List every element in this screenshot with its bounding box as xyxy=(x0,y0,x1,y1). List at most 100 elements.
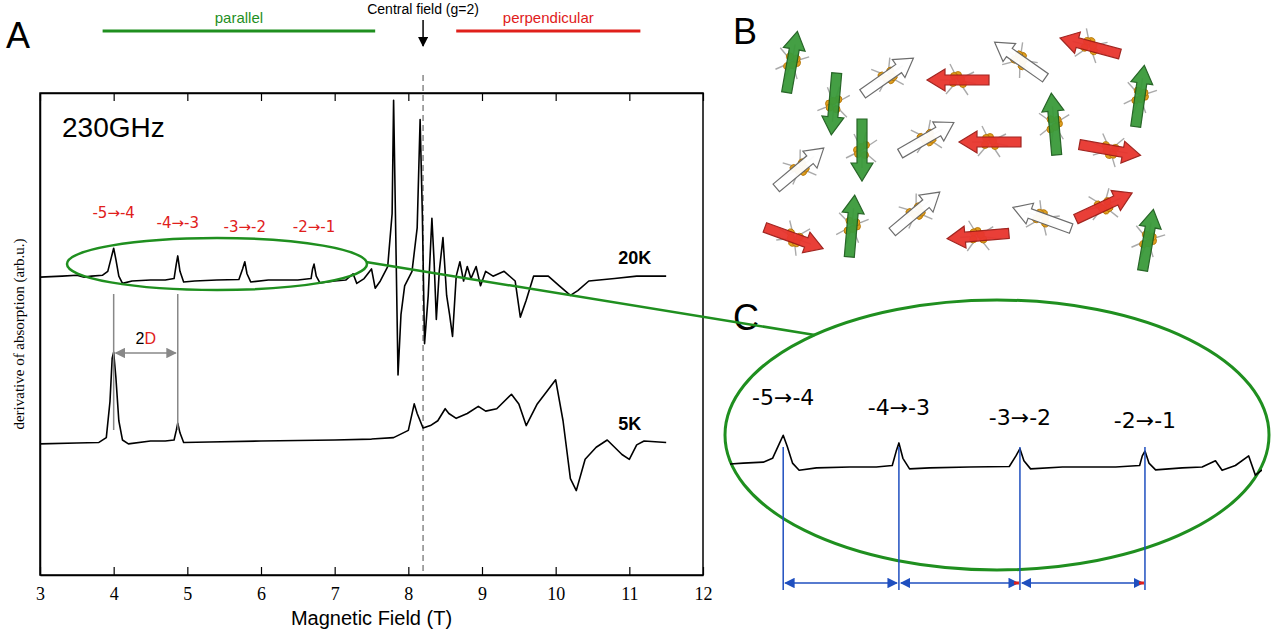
x-tick-top xyxy=(703,93,704,101)
x-tick: 8 xyxy=(404,567,413,604)
molecule xyxy=(846,119,877,181)
spin-arrow xyxy=(838,194,865,258)
molecule xyxy=(893,110,962,168)
peak-line xyxy=(1144,447,1146,590)
molecule xyxy=(946,217,1010,253)
range-label: perpendicular xyxy=(503,9,594,26)
spin-arrow xyxy=(1132,208,1164,273)
x-tick-mark xyxy=(482,93,483,101)
central-field-label: Central field (g=2) xyxy=(367,1,479,17)
panel-b xyxy=(759,23,1169,274)
transition-label: -5→-4 xyxy=(752,385,814,410)
zoom-connector xyxy=(366,262,815,335)
spacing-label: 2D xyxy=(135,330,155,347)
molecule xyxy=(1070,179,1139,233)
spacing-deviation xyxy=(1139,582,1144,585)
x-tick: 11 xyxy=(621,567,638,604)
transition-label: -2→-1 xyxy=(293,218,335,236)
molecule xyxy=(1077,130,1143,171)
molecule xyxy=(1056,23,1124,69)
x-tick-mark xyxy=(482,567,483,575)
molecule xyxy=(815,72,851,136)
x-axis-top-line xyxy=(41,93,704,95)
peak-spacing-arrow xyxy=(901,582,1018,584)
x-tick-mark xyxy=(187,93,188,101)
molecule xyxy=(759,213,828,263)
x-tick-mark xyxy=(703,93,704,101)
spectrum-line xyxy=(40,352,666,490)
x-tick: 5 xyxy=(183,567,192,604)
x-tick-label: 12 xyxy=(695,584,713,604)
molecule xyxy=(986,29,1055,90)
molecule xyxy=(1036,92,1072,156)
spin-arrow xyxy=(1125,64,1155,128)
spacing-arrow xyxy=(116,352,176,354)
x-tick-label: 4 xyxy=(110,584,119,604)
x-axis-top xyxy=(41,93,704,101)
transition-label: -3→-2 xyxy=(224,218,266,236)
x-tick-top xyxy=(114,93,115,101)
spin-arrow xyxy=(988,33,1051,87)
spin-arrow xyxy=(856,49,919,103)
spin-arrow xyxy=(1009,197,1075,239)
spacing-deviation xyxy=(1014,582,1019,585)
molecule xyxy=(1128,207,1169,273)
x-tick-mark xyxy=(703,567,704,575)
x-tick: 7 xyxy=(331,567,340,604)
molecule xyxy=(767,137,834,201)
zoom-spectrum-line xyxy=(730,367,1262,540)
spin-arrow xyxy=(895,113,960,163)
range-bar xyxy=(103,30,376,33)
y-axis-line xyxy=(40,94,42,576)
zoom-spectrum xyxy=(730,367,1262,540)
x-tick-mark xyxy=(261,567,262,575)
x-tick-mark xyxy=(187,567,188,575)
peak-line xyxy=(782,447,784,590)
panel-letter: B xyxy=(733,11,757,52)
spin-arrow xyxy=(885,184,947,241)
zoom-ellipse xyxy=(725,300,1269,570)
spacing-line xyxy=(113,294,115,430)
spacing-line xyxy=(177,294,179,430)
spin-arrow xyxy=(769,140,831,197)
x-tick-top xyxy=(261,93,262,101)
x-tick-label: 9 xyxy=(478,584,487,604)
transition-label: -5→-4 xyxy=(92,204,134,222)
spin-arrow xyxy=(851,119,873,181)
x-tick-mark xyxy=(408,93,409,101)
x-tick-label: 6 xyxy=(257,584,266,604)
spin-arrow xyxy=(761,217,827,259)
x-tick-mark xyxy=(114,93,115,101)
panel-letter: A xyxy=(6,15,30,56)
spin-arrow xyxy=(1071,183,1136,229)
central-field-arrow xyxy=(422,20,424,46)
x-axis-title: Magnetic Field (T) xyxy=(291,607,452,629)
spectrum-line xyxy=(40,100,666,375)
x-tick: 12 xyxy=(695,567,713,604)
x-tick-mark xyxy=(629,93,630,101)
x-tick-top xyxy=(335,93,336,101)
y-axis-title: derivative of absorption (arb.u.) xyxy=(11,238,28,429)
x-axis: 3456789101112 xyxy=(36,567,713,604)
transition-label: -3→-2 xyxy=(989,405,1051,430)
y-axis xyxy=(40,94,41,576)
range-label: parallel xyxy=(215,9,263,26)
spin-arrow xyxy=(927,69,989,91)
series-label: 20K xyxy=(618,248,651,268)
molecule xyxy=(1121,63,1160,129)
x-tick-mark xyxy=(335,567,336,575)
x-tick-label: 11 xyxy=(621,584,638,604)
molecule xyxy=(854,46,923,107)
x-tick-mark xyxy=(261,93,262,101)
spin-arrow xyxy=(959,131,1021,153)
frequency-label: 230GHz xyxy=(62,112,165,143)
x-tick-mark xyxy=(114,567,115,575)
x-tick-label: 3 xyxy=(36,584,45,604)
peak-spacing-arrow xyxy=(1022,582,1143,584)
x-tick-top xyxy=(556,93,557,101)
x-tick: 4 xyxy=(110,567,119,604)
x-tick-top xyxy=(408,93,409,101)
spin-arrow xyxy=(1040,92,1067,156)
range-bar xyxy=(456,30,640,33)
peak-line xyxy=(898,447,900,590)
